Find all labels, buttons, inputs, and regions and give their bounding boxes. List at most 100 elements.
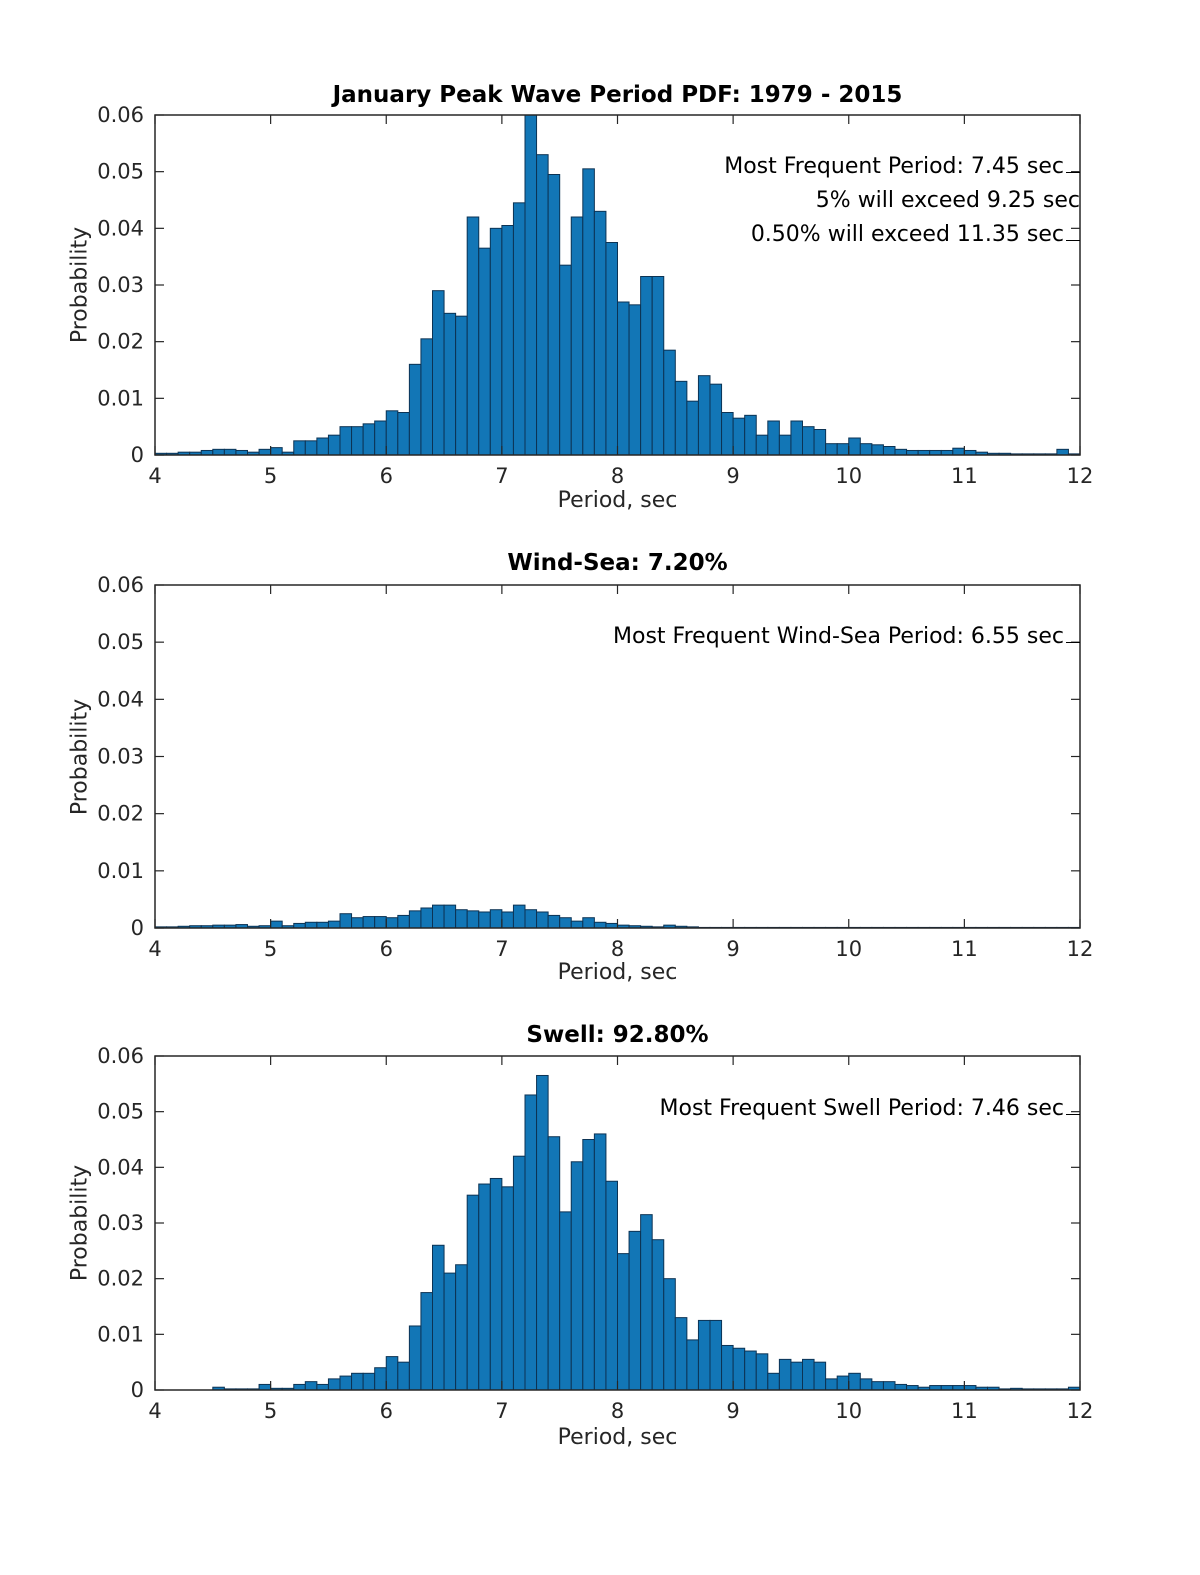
bar — [351, 1372, 364, 1391]
annotation-most-frequent-swell-period: Most Frequent Swell Period: 7.46 sec — [660, 1092, 1080, 1126]
bar — [351, 917, 364, 929]
chart-3-plot: 4 5 6 7 8 9 10 11 12 0 0.01 0.02 0.03 0.04 0.05 0.06 — [97, 1044, 1093, 1423]
chart-3-title: Swell: 92.80% — [526, 1022, 709, 1048]
bar — [316, 437, 329, 456]
bar — [374, 1367, 387, 1391]
bar — [617, 301, 630, 456]
x-tick-label: 12 — [1067, 937, 1094, 961]
bar — [304, 440, 318, 456]
bar — [270, 920, 283, 929]
annotation-text: Most Frequent Period: 7.45 sec — [724, 154, 1064, 179]
bar — [628, 304, 642, 456]
annotation-5pct-exceed: 5% will exceed 9.25 sec — [815, 188, 1080, 213]
x-tick-label: 6 — [380, 464, 393, 488]
bar — [385, 410, 399, 456]
bar — [825, 1378, 838, 1391]
bar — [270, 447, 283, 456]
bar — [327, 434, 341, 456]
bar — [501, 225, 514, 456]
bar — [258, 1383, 272, 1391]
bar — [582, 168, 595, 456]
x-tick-label: 7 — [495, 464, 508, 488]
bar — [674, 1317, 688, 1391]
bar — [293, 1383, 306, 1391]
x-tick-label: 9 — [726, 1399, 739, 1423]
annotation-leader-line — [1066, 153, 1080, 173]
bar — [640, 276, 653, 456]
bar — [1056, 448, 1069, 456]
bar — [628, 1230, 642, 1391]
x-tick-label: 8 — [611, 464, 624, 488]
bar — [339, 426, 353, 456]
bar — [478, 247, 491, 456]
x-tick-label: 11 — [951, 937, 978, 961]
bar — [767, 420, 780, 456]
bar — [674, 380, 688, 456]
y-tick-label: 0 — [131, 443, 144, 467]
bar — [882, 1381, 896, 1391]
x-tick-label: 5 — [264, 464, 277, 488]
bar — [524, 909, 538, 929]
y-tick-label: 0.01 — [97, 386, 144, 410]
bar — [304, 1381, 318, 1391]
bar — [385, 917, 399, 929]
y-tick-label: 0.05 — [97, 630, 144, 654]
bar — [420, 1292, 434, 1391]
bar — [489, 909, 503, 929]
bar — [952, 447, 965, 456]
bar — [836, 443, 850, 456]
bar — [362, 916, 376, 929]
chart-1-title: January Peak Wave Period PDF: 1979 - 201… — [332, 82, 903, 108]
bar — [651, 1239, 665, 1391]
bar — [374, 916, 387, 929]
y-tick-label: 0.04 — [97, 687, 144, 711]
bar — [593, 1133, 607, 1391]
x-tick-label: 11 — [951, 1399, 978, 1423]
annotation-text: 0.50% will exceed 11.35 sec — [750, 222, 1064, 247]
bar — [408, 363, 422, 456]
y-tick-label: 0.05 — [97, 1100, 144, 1124]
bar — [408, 1325, 422, 1391]
chart-3-annotations: Most Frequent Swell Period: 7.46 sec — [660, 1092, 1080, 1126]
y-tick-label: 0.06 — [97, 103, 144, 127]
bar — [443, 312, 457, 456]
bar — [582, 1139, 595, 1391]
chart-2-annotations: Most Frequent Wind-Sea Period: 6.55 sec — [613, 620, 1080, 654]
x-tick-label: 8 — [611, 1399, 624, 1423]
y-tick-label: 0.03 — [97, 745, 144, 769]
x-tick-label: 10 — [835, 464, 862, 488]
bar — [304, 921, 318, 929]
bar — [432, 290, 445, 456]
bar — [536, 911, 549, 929]
bar — [871, 444, 884, 456]
bar — [755, 434, 769, 456]
bar — [697, 1319, 711, 1391]
bar — [871, 1381, 884, 1391]
bar — [432, 904, 445, 929]
bar — [570, 1161, 584, 1391]
bar — [432, 1244, 445, 1391]
bar — [894, 1383, 908, 1391]
y-tick-label: 0.06 — [97, 1044, 144, 1068]
bar — [755, 1353, 769, 1391]
x-tick-label: 9 — [726, 464, 739, 488]
bar — [744, 414, 757, 456]
chart-3-xlabel: Period, sec — [557, 1425, 678, 1450]
bar — [582, 917, 595, 929]
bar — [767, 1372, 780, 1391]
bar — [617, 1253, 630, 1391]
x-tick-label: 10 — [835, 937, 862, 961]
annotation-leader-line — [1066, 623, 1080, 643]
tick-labels: 4 5 6 7 8 9 10 11 12 0 0.01 0.02 0.03 0.04 0.05 0.06 — [97, 1044, 1093, 1423]
bar — [258, 448, 272, 456]
y-tick-label: 0.01 — [97, 859, 144, 883]
bar — [397, 1361, 410, 1391]
chart-2-title: Wind-Sea: 7.20% — [507, 550, 728, 576]
bar — [374, 420, 387, 456]
bar — [802, 1358, 815, 1391]
bar — [443, 1272, 457, 1391]
bar — [536, 154, 549, 456]
tick-labels: 4 5 6 7 8 9 10 11 12 0 0.01 0.02 0.03 0.04 0.05 0.06 — [97, 573, 1093, 961]
bar — [663, 1278, 676, 1391]
